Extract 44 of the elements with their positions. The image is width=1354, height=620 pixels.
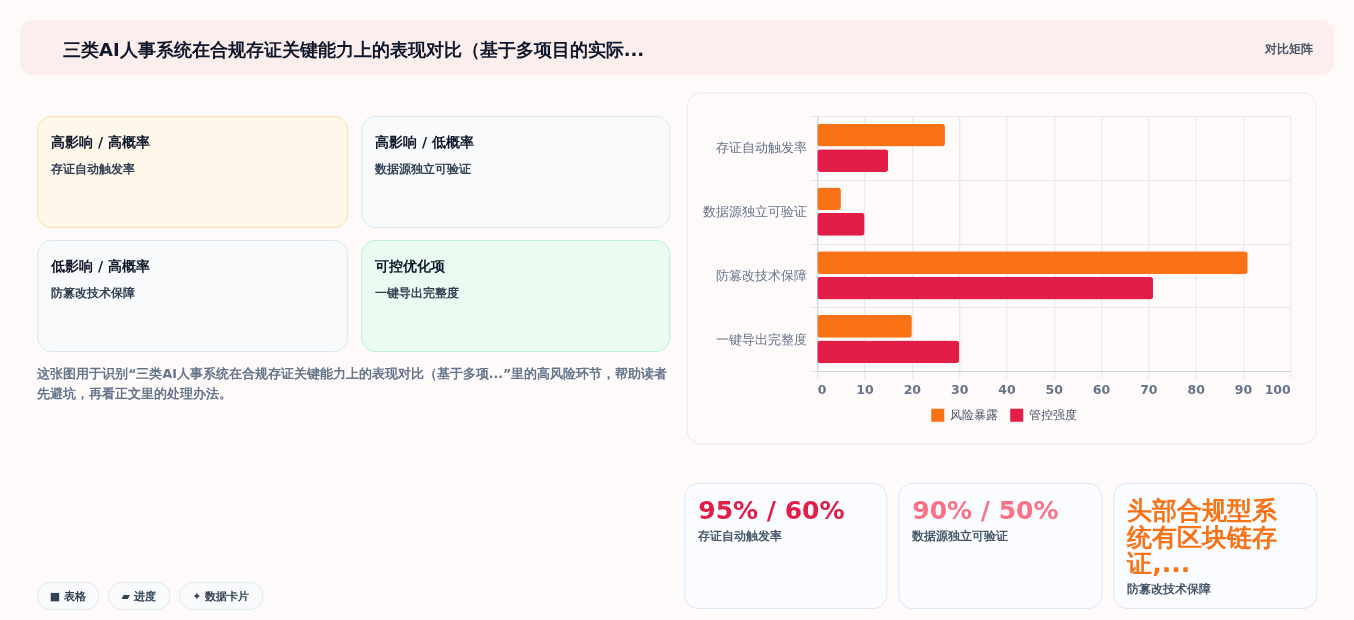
text: 对比矩阵: [1264, 41, 1313, 56]
x-tick-label: 90: [1234, 381, 1253, 397]
x-tick-label: 40: [998, 381, 1016, 397]
text: 低影响 / 高概率: [50, 258, 151, 274]
text: 数据源独立可验证: [911, 529, 1009, 543]
y-tick-label: 一键导出完整度: [715, 331, 807, 347]
text: 存证自动触发率: [50, 162, 136, 176]
text: ✦ 数据卡片: [192, 589, 250, 603]
bar: [817, 251, 1248, 275]
text: 一键导出完整度: [375, 286, 460, 300]
y-tick-label: 防篡改技术保障: [715, 267, 807, 283]
text: 存证自动触发率: [697, 529, 783, 543]
text: 防篡改技术保障: [1127, 582, 1212, 596]
bar: [817, 212, 865, 236]
bar: [817, 340, 960, 364]
text: 头部合规型系统有区块链存证,...: [1126, 496, 1279, 578]
x-tick-label: 50: [1045, 381, 1064, 397]
text: 高影响 / 高概率: [51, 134, 151, 150]
legend-label: 管控强度: [1028, 408, 1077, 423]
text: ▰ 进度: [121, 589, 156, 603]
text: 高影响 / 低概率: [375, 134, 475, 150]
text: ■ 表格: [49, 589, 87, 603]
x-tick-label: 0: [817, 381, 827, 397]
bar: [817, 314, 912, 338]
legend-label: 风险暴露: [949, 408, 998, 423]
text: 数据源独立可验证: [374, 162, 472, 176]
bar: [817, 149, 889, 173]
x-tick-label: 70: [1140, 381, 1158, 397]
y-tick-label: 存证自动触发率: [715, 140, 807, 156]
bar: [817, 276, 1154, 300]
x-tick-label: 60: [1092, 381, 1111, 397]
x-tick-label: 100: [1264, 381, 1292, 397]
text: 可控优化项: [374, 258, 447, 274]
x-tick-label: 80: [1187, 381, 1206, 397]
bar: [817, 123, 945, 147]
x-tick-label: 10: [856, 381, 875, 397]
text: 这张图用于识别“三类AI人事系统在合规存证关键能力上的表现对比（基于多项...”里的高风险环节，帮助读者先避坑，再看正文里的处理办法。: [36, 365, 668, 401]
x-tick-label: 20: [903, 381, 922, 397]
text: 防篡改技术保障: [51, 286, 136, 300]
y-tick-label: 数据源独立可验证: [702, 204, 807, 220]
text: 95% / 60%: [698, 496, 845, 525]
x-tick-label: 30: [950, 381, 969, 397]
text: 90% / 50%: [912, 496, 1059, 525]
text: 三类AI人事系统在合规存证关键能力上的表现对比（基于多项目的实际...: [63, 38, 645, 60]
